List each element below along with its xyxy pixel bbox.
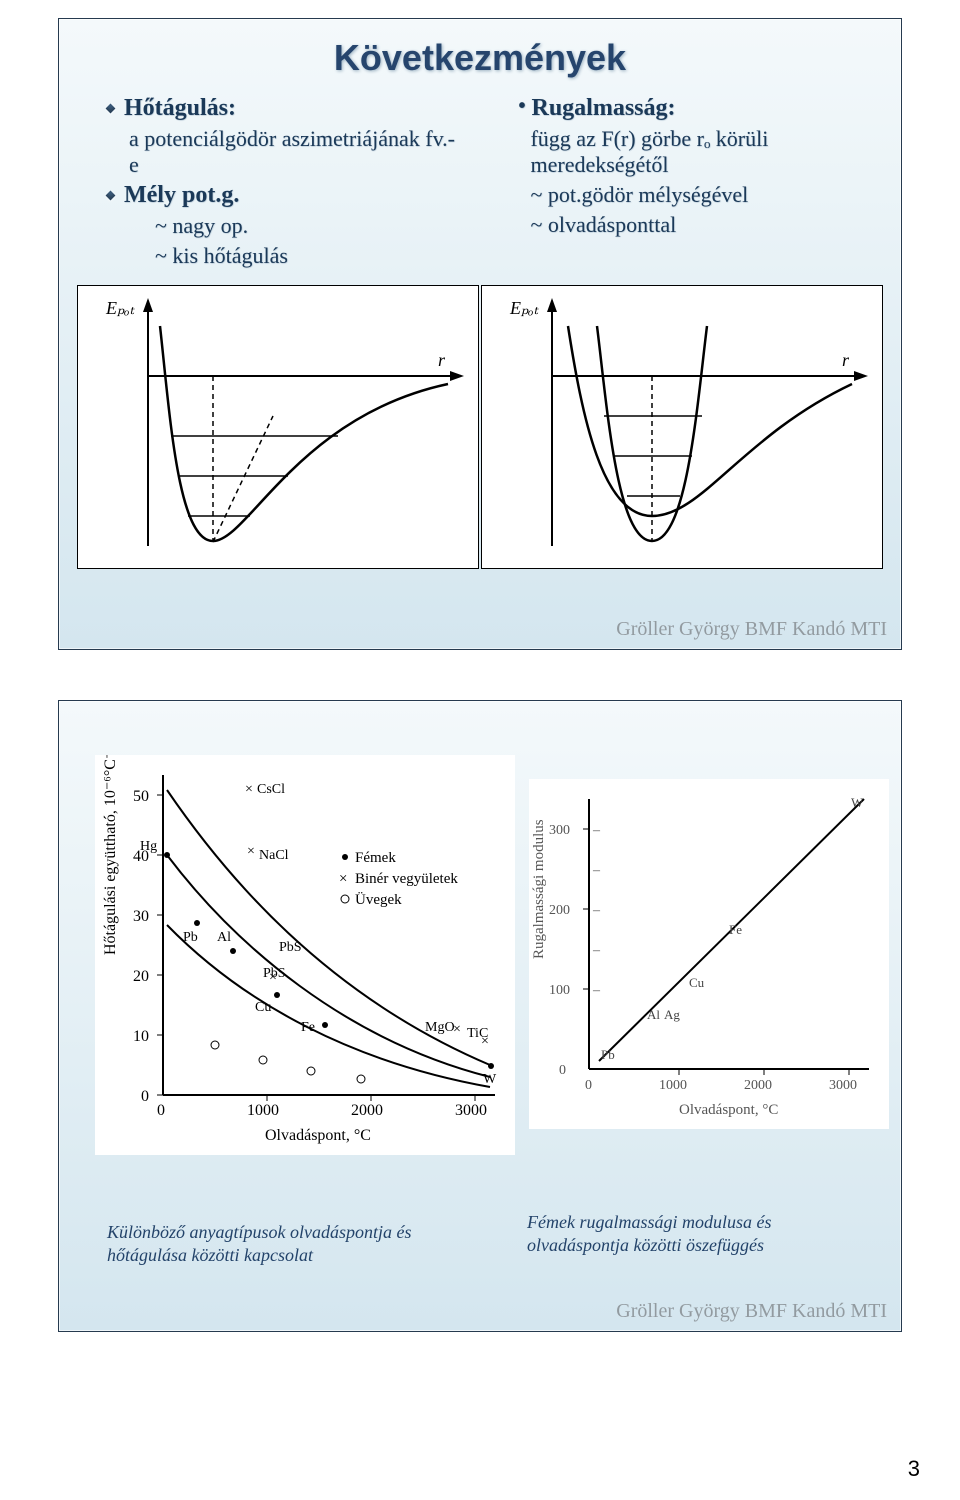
svg-text:1000: 1000: [247, 1102, 279, 1119]
svg-text:2000: 2000: [744, 1078, 772, 1093]
svg-text:100: 100: [549, 983, 570, 998]
watermark: Gröller György BMF Kandó MTI: [616, 1300, 887, 1323]
title-text: Következmények: [334, 37, 626, 78]
svg-text:MgO: MgO: [425, 1020, 455, 1035]
bullet-icon: [106, 104, 116, 114]
bullet-melypot: Mély pot.g.: [107, 182, 458, 209]
bullet-sub: függ az F(r) görbe rₒ körüli meredekségé…: [518, 126, 869, 178]
svg-text:W: W: [851, 795, 864, 810]
bullet-text: Hőtágulás:: [124, 95, 236, 122]
svg-text:PbS: PbS: [279, 940, 302, 955]
svg-text:–: –: [592, 983, 601, 998]
svg-text:Cu: Cu: [255, 1000, 271, 1015]
svg-text:Pb: Pb: [601, 1047, 615, 1062]
caption-right: Fémek rugalmassági modulusa és olvadáspo…: [527, 1211, 867, 1256]
svg-text:20: 20: [133, 968, 149, 985]
bullet-hotagulas: Hőtágulás:: [107, 95, 458, 122]
bullet-text: Mély pot.g.: [124, 182, 239, 209]
bullet-text: Rugalmasság:: [532, 95, 676, 122]
slide-2: 0 10 20 30 40 50 0 1000 2000 3000 Hőtágu…: [58, 700, 902, 1332]
svg-text:2000: 2000: [351, 1102, 383, 1119]
svg-text:50: 50: [133, 788, 149, 805]
svg-text:0: 0: [559, 1063, 566, 1078]
bullet-icon: •: [518, 95, 525, 118]
x-axis-label: Olvadáspont, °C: [679, 1102, 778, 1118]
diagram-right: Eₚₒₜ r: [481, 285, 883, 569]
svg-text:300: 300: [549, 823, 570, 838]
svg-text:30: 30: [133, 908, 149, 925]
page-number: 3: [908, 1456, 920, 1482]
potential-diagrams: Eₚₒₜ r Eₚₒₜ r: [59, 281, 901, 577]
svg-text:Al: Al: [647, 1007, 660, 1022]
svg-text:Al: Al: [217, 930, 231, 945]
slide-title: Következmények: [59, 37, 901, 79]
svg-text:3000: 3000: [829, 1078, 857, 1093]
caption-left: Különböző anyagtípusok olvadáspontja és …: [107, 1221, 477, 1266]
svg-text:10: 10: [133, 1028, 149, 1045]
svg-text:Fe: Fe: [729, 922, 742, 937]
x-axis-label: r: [438, 350, 446, 370]
svg-text:Binér vegyületek: Binér vegyületek: [355, 871, 458, 887]
y-axis-label: Hőtágulási együttható, 10⁻⁶°C⁻¹: [102, 755, 119, 955]
svg-text:×: ×: [339, 871, 347, 887]
bullet-icon: [106, 191, 116, 201]
y-axis-label: Eₚₒₜ: [105, 298, 135, 318]
svg-text:–: –: [592, 863, 601, 878]
svg-text:–: –: [592, 823, 601, 838]
svg-text:200: 200: [549, 903, 570, 918]
y-axis-label: Rugalmassági modulus: [531, 819, 547, 959]
svg-text:Hg: Hg: [140, 839, 157, 854]
svg-text:NaCl: NaCl: [259, 848, 289, 863]
svg-text:PbS: PbS: [263, 966, 286, 981]
y-axis-label: Eₚₒₜ: [509, 298, 539, 318]
svg-text:Fe: Fe: [301, 1020, 315, 1035]
svg-text:–: –: [592, 943, 601, 958]
diagram-left: Eₚₒₜ r: [77, 285, 479, 569]
svg-text:Ag: Ag: [664, 1007, 680, 1022]
svg-text:0: 0: [157, 1102, 165, 1119]
svg-text:–: –: [592, 903, 601, 918]
svg-text:0: 0: [141, 1088, 149, 1105]
svg-text:1000: 1000: [659, 1078, 687, 1093]
svg-text:×: ×: [245, 782, 253, 797]
right-column: • Rugalmasság: függ az F(r) görbe rₒ kör…: [518, 95, 869, 273]
svg-text:×: ×: [247, 844, 255, 859]
chart-left: 0 10 20 30 40 50 0 1000 2000 3000 Hőtágu…: [95, 755, 515, 1155]
watermark: Gröller György BMF Kandó MTI: [616, 618, 887, 641]
chart-right: 0 100 – 200 – 300 – – – 0 1000 2000 3000…: [529, 779, 889, 1129]
svg-text:Üvegek: Üvegek: [355, 891, 402, 908]
bullet-sub: ~ nagy op.: [107, 213, 458, 239]
svg-text:W: W: [483, 1072, 497, 1087]
left-column: Hőtágulás: a potenciálgödör aszimetriájá…: [107, 95, 458, 273]
bullet-sub: ~ olvadásponttal: [518, 212, 869, 238]
svg-text:Fémek: Fémek: [355, 850, 396, 866]
page: Következmények Hőtágulás: a potenciálgöd…: [0, 0, 960, 1500]
svg-text:0: 0: [585, 1078, 592, 1093]
bullet-sub: a potenciálgödör aszimetriájának fv.-e: [107, 126, 458, 178]
svg-text:CsCl: CsCl: [257, 782, 285, 797]
slide-1: Következmények Hőtágulás: a potenciálgöd…: [58, 18, 902, 650]
two-columns: Hőtágulás: a potenciálgödör aszimetriájá…: [59, 79, 901, 281]
bullet-sub: ~ kis hőtágulás: [107, 243, 458, 269]
bullet-sub: ~ pot.gödör mélységével: [518, 182, 869, 208]
bullet-rugalm: • Rugalmasság:: [518, 95, 869, 122]
x-axis-label: r: [842, 350, 850, 370]
svg-text:3000: 3000: [455, 1102, 487, 1119]
svg-text:Pb: Pb: [183, 930, 198, 945]
x-axis-label: Olvadáspont, °C: [265, 1127, 371, 1144]
svg-text:TiC: TiC: [467, 1026, 488, 1041]
svg-text:Cu: Cu: [689, 975, 705, 990]
